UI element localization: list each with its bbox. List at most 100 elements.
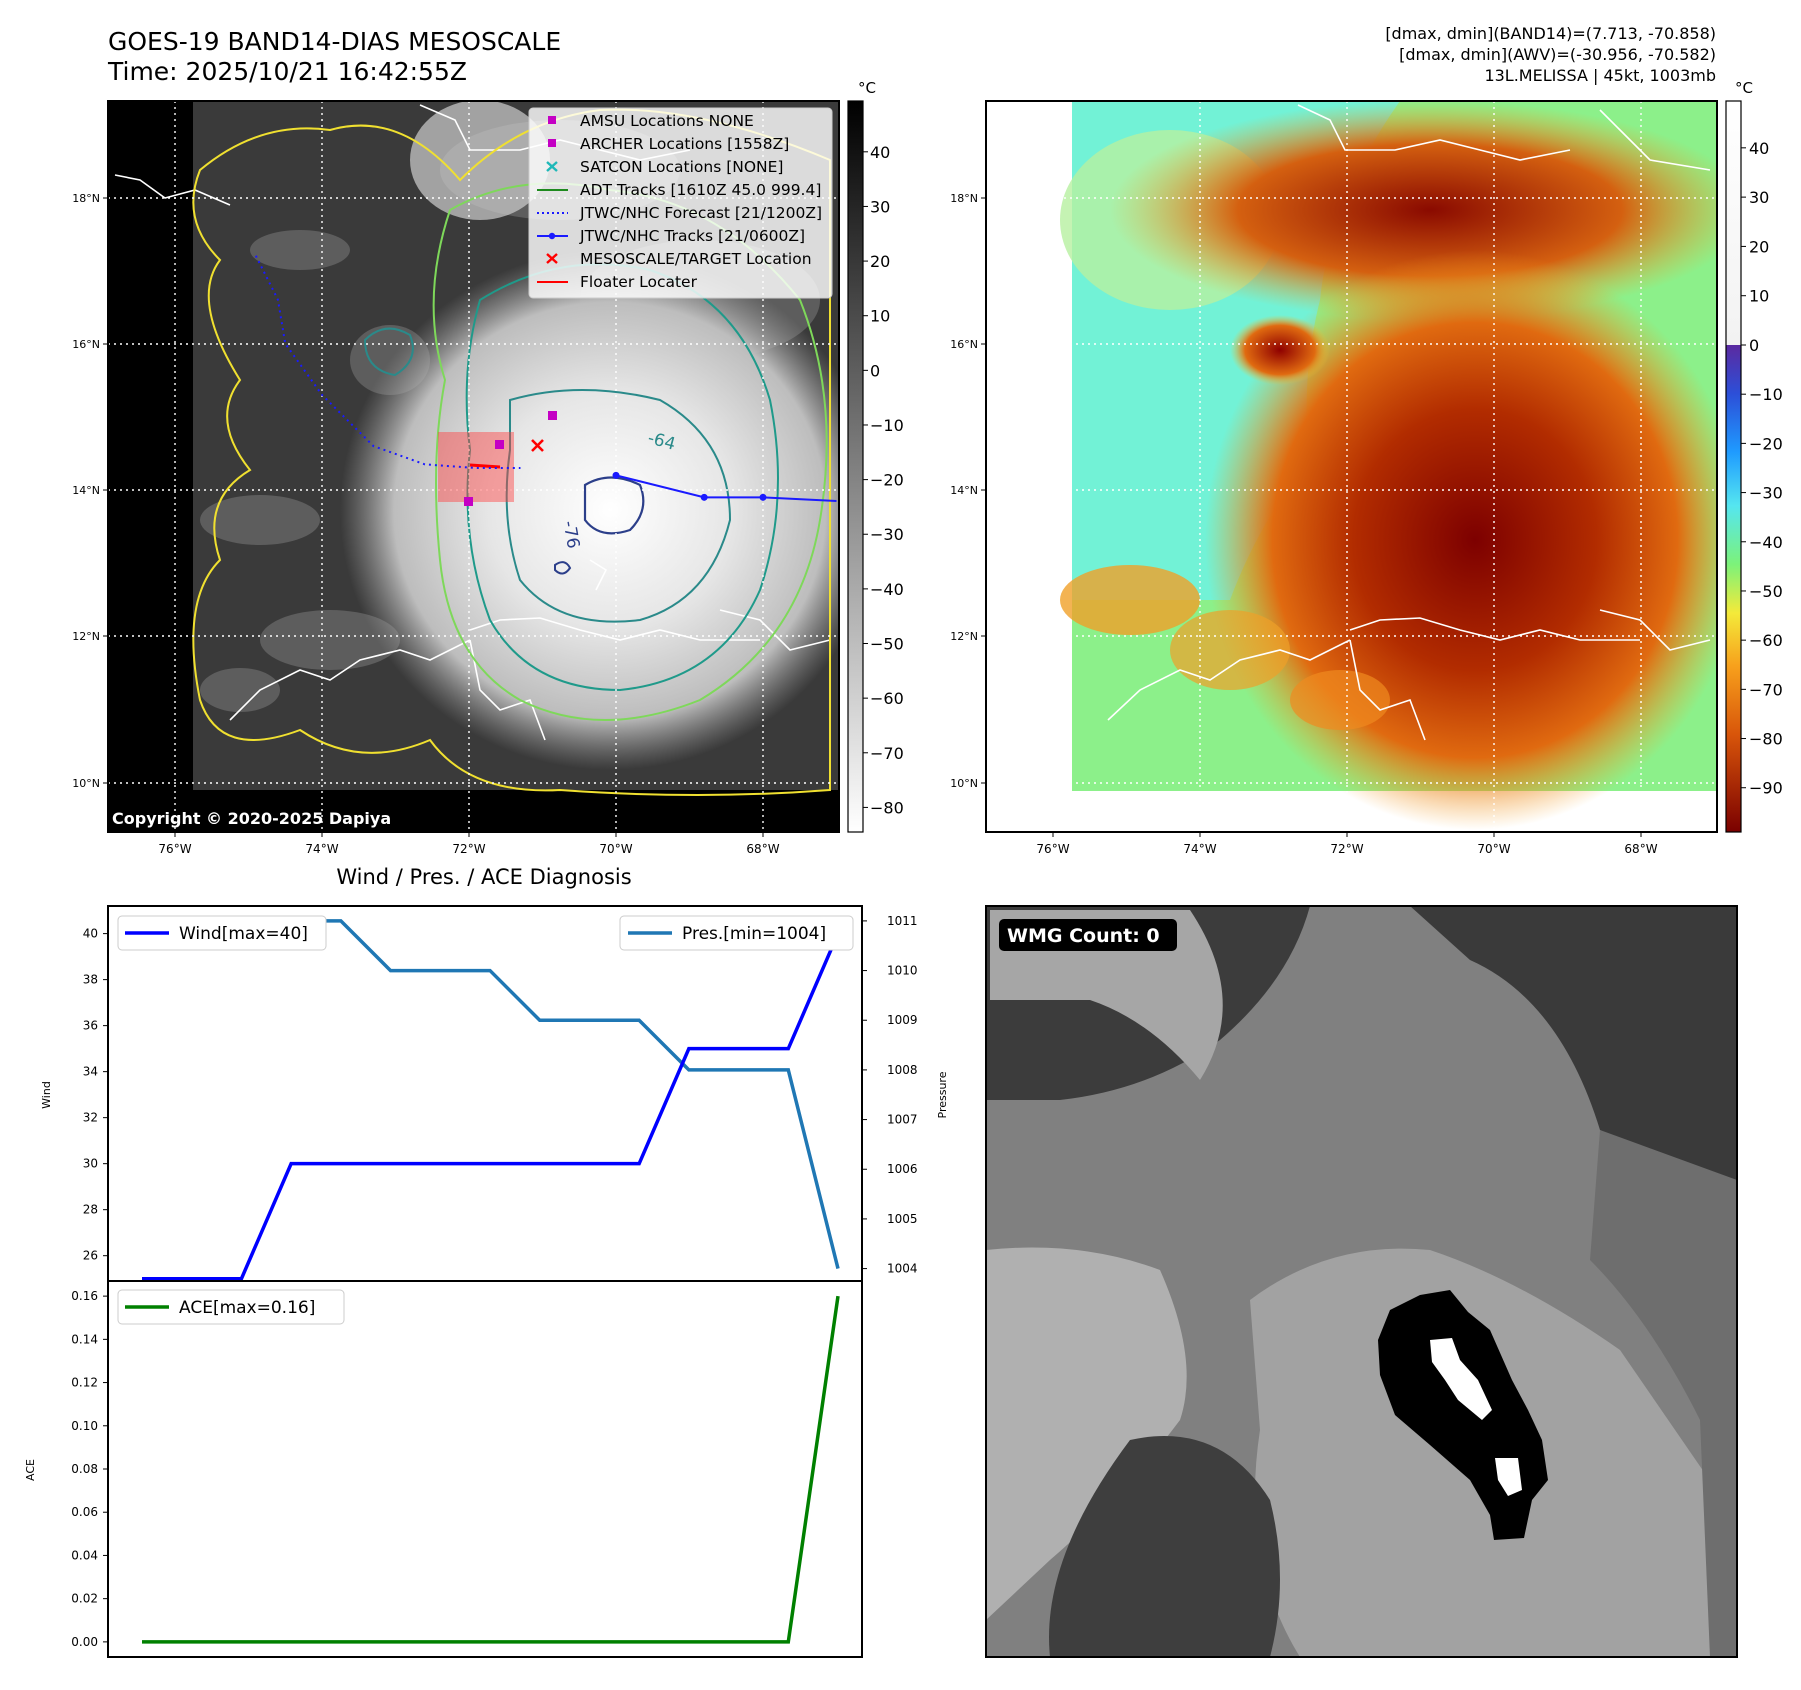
- ir-cbar-tick-label: −80: [870, 798, 904, 817]
- wind-tick-label: 36: [83, 1019, 98, 1033]
- map-tick-labels: 18°N 16°N 14°N 12°N 10°N 76°W 74°W 72°W 70°W 68°W…: [72, 192, 1657, 856]
- ir-cbar-tick-label: −40: [870, 580, 904, 599]
- lon-tick-label: 70°W: [1477, 842, 1510, 856]
- lon-tick-label: 74°W: [305, 842, 338, 856]
- awv-cbar-tick-label: −80: [1749, 730, 1783, 749]
- best-track: [615, 474, 837, 502]
- ace-legend: ACE[max=0.16]: [117, 1289, 345, 1325]
- awv-cbar-tick-label: −30: [1749, 484, 1783, 503]
- ace-tick-label: 0.10: [71, 1419, 98, 1433]
- ir-cbar-tick-label: 10: [870, 307, 890, 326]
- ace-tick-label: 0.00: [71, 1635, 98, 1649]
- awv-cbar-tick-label: −60: [1749, 631, 1783, 650]
- awv-frame: [985, 100, 1718, 833]
- wind-pressure-chart: 26 28 30 32 34 36 38 40 1004 1005 1006 1007 1008 1009…: [40, 905, 949, 1282]
- awv-cbar-tick-label: −40: [1749, 533, 1783, 552]
- ace-tick-label: 0.08: [71, 1462, 98, 1476]
- pressure-axis-label: Pressure: [936, 1071, 949, 1118]
- lat-tick-label: 16°N: [72, 338, 100, 351]
- lon-tick-label: 72°W: [452, 842, 485, 856]
- figure-title: GOES-19 BAND14-DIAS MESOSCALE: [108, 27, 561, 56]
- awv-cbar-tick-label: −70: [1749, 680, 1783, 699]
- best-track-point: [759, 493, 767, 501]
- ace-tick-label: 0.16: [71, 1289, 98, 1303]
- lat-tick-label: 10°N: [72, 777, 100, 790]
- ir-cbar-tick-label: −30: [870, 525, 904, 544]
- legend-label: ARCHER Locations [1558Z]: [580, 135, 789, 153]
- wind-tick-label: 38: [83, 973, 98, 987]
- legend-marker-square: [548, 139, 556, 147]
- awv-cbar-tick-label: −50: [1749, 582, 1783, 601]
- storm-info: 13L.MELISSA | 45kt, 1003mb: [1484, 66, 1716, 85]
- awv-cbar-tick-label: 20: [1749, 237, 1769, 256]
- legend-label: JTWC/NHC Forecast [21/1200Z]: [579, 204, 822, 222]
- wmg-dark-south: [1049, 1436, 1280, 1657]
- legend-marker-x: [546, 253, 558, 264]
- wind-legend: Wind[max=40]: [117, 915, 327, 951]
- wind-tick-label: 30: [83, 1157, 98, 1171]
- awv-coastlines: [1107, 104, 1711, 741]
- lon-tick-label: 70°W: [599, 842, 632, 856]
- ir-cbar-tick-label: −60: [870, 689, 904, 708]
- copyright-text: Copyright © 2020-2025 Dapiya: [112, 809, 391, 828]
- awv-colorbar-upper: [1726, 101, 1741, 345]
- lon-tick-label: 72°W: [1330, 842, 1363, 856]
- pressure-tick-label: 1010: [887, 964, 918, 978]
- lat-tick-label: 12°N: [950, 630, 978, 643]
- wind-tick-label: 34: [83, 1065, 98, 1079]
- ace-series-line: [142, 1295, 840, 1644]
- archer-marker: [548, 411, 557, 420]
- ir-colorbar-ramp: [847, 100, 864, 833]
- ir-cbar-tick-label: 20: [870, 252, 890, 271]
- storm-cloud-shield: [340, 250, 839, 770]
- legend-marker-square: [548, 116, 556, 124]
- ir-colorbar-unit: °C: [858, 79, 876, 97]
- legend-label: SATCON Locations [NONE]: [580, 158, 783, 176]
- awv-cbar-tick-label: −90: [1749, 779, 1783, 798]
- ir-cbar-tick-label: −70: [870, 744, 904, 763]
- ir-legend: AMSU Locations NONE ARCHER Locations [155…: [528, 107, 833, 299]
- wind-axis-label: Wind: [40, 1081, 53, 1109]
- contour-label-76: -76: [558, 519, 583, 550]
- legend-label: AMSU Locations NONE: [580, 112, 754, 130]
- ir-cbar-tick-label: −20: [870, 471, 904, 490]
- pressure-tick-label: 1004: [887, 1262, 918, 1276]
- archer-marker-2: [495, 440, 504, 449]
- lat-tick-label: 18°N: [950, 192, 978, 205]
- ir-colorbar: °C 40 30 20 10 0 −10 −20 −30 −40 −50 −60 −70 −80: [847, 79, 904, 833]
- pressure-tick-label: 1009: [887, 1013, 918, 1027]
- pressure-legend: Pres.[min=1004]: [619, 915, 854, 951]
- wind-legend-label: Wind[max=40]: [179, 924, 308, 944]
- lat-tick-label: 16°N: [950, 338, 978, 351]
- diagnosis-title: Wind / Pres. / ACE Diagnosis: [336, 865, 631, 889]
- ir-nodata-west: [108, 101, 193, 832]
- awv-cbar-tick-label: −20: [1749, 434, 1783, 453]
- wind-tick-label: 32: [83, 1111, 98, 1125]
- ir-nodata-south: [108, 790, 839, 832]
- awv-panel: [985, 100, 1718, 833]
- wmg-coldest-pixels: [1430, 1338, 1492, 1420]
- awv-colorbar-unit: °C: [1735, 79, 1753, 97]
- ace-tick-label: 0.06: [71, 1505, 98, 1519]
- ir-frame: [107, 100, 840, 833]
- lat-tick-label: 18°N: [72, 192, 100, 205]
- ir-cbar-tick-label: 30: [870, 197, 890, 216]
- wmg-frame: [985, 905, 1738, 1658]
- wind-tick-label: 26: [83, 1249, 98, 1263]
- legend-label: MESOSCALE/TARGET Location: [580, 250, 812, 268]
- target-marker: [531, 439, 544, 452]
- wind-series-line: [142, 932, 840, 1281]
- wmg-dark-east: [1410, 906, 1737, 1230]
- wmg-light-north: [990, 910, 1223, 1080]
- legend-label: ADT Tracks [1610Z 45.0 999.4]: [580, 181, 821, 199]
- pressure-tick-label: 1008: [887, 1063, 918, 1077]
- wmg-light-west: [986, 1247, 1187, 1620]
- ir-cbar-tick-label: 40: [870, 143, 890, 162]
- wmg-count-badge: [999, 919, 1177, 951]
- awv-colorbar-lower: [1726, 345, 1741, 832]
- lat-tick-label: 14°N: [72, 484, 100, 497]
- awv-gridlines: [986, 101, 1717, 832]
- pressure-legend-label: Pres.[min=1004]: [682, 924, 826, 944]
- northern-cloud: [410, 101, 550, 220]
